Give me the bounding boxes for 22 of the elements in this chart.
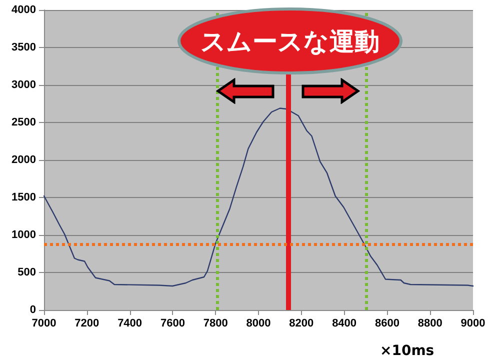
y-tick-label: 4000: [12, 4, 36, 16]
line-series: [43, 108, 474, 287]
y-tick-label: 1000: [12, 229, 36, 241]
x-tick-label: 7000: [32, 318, 56, 330]
x-tick-label: 8200: [289, 318, 314, 330]
y-tick-label: 2000: [12, 154, 36, 166]
x-tick-label: 7600: [160, 318, 185, 330]
x-tick-label: 9000: [460, 318, 486, 330]
y-tick-label: 0: [30, 304, 36, 316]
x-tick-label: 7800: [203, 318, 228, 330]
y-tick-label: 3500: [12, 42, 36, 54]
y-tick-label: 500: [18, 266, 36, 278]
y-tick-label: 3000: [12, 79, 36, 91]
y-tick-label: 1500: [12, 192, 36, 204]
y-tick-label: 2500: [12, 116, 36, 128]
x-tick-label: 8600: [374, 318, 400, 330]
x-tick-label: 7400: [118, 318, 142, 330]
x-axis-title: ×10ms: [380, 343, 434, 359]
x-tick-label: 8400: [332, 318, 357, 330]
x-tick-label: 7200: [74, 318, 100, 330]
x-tick-label: 8000: [246, 318, 271, 330]
x-tick-label: 8800: [418, 318, 442, 330]
